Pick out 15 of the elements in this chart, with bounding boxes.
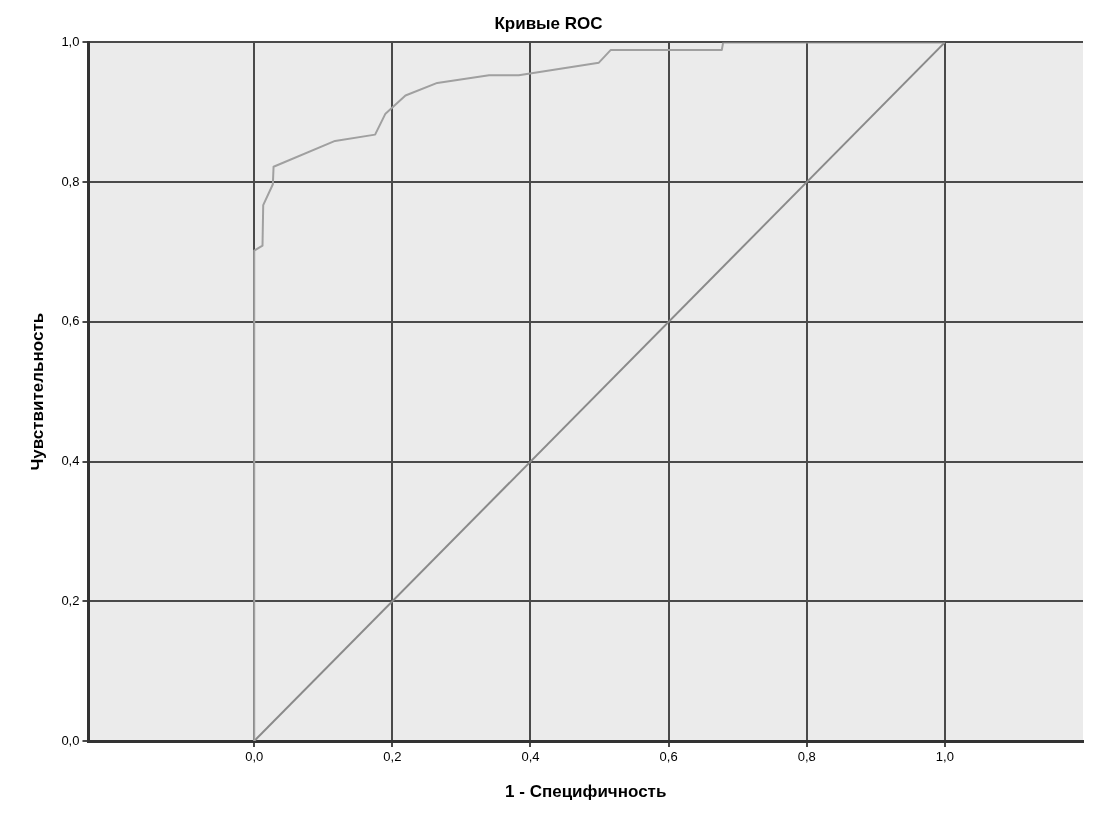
x-axis-title: 1 - Специфичность — [505, 782, 667, 802]
x-tick-label: 0,2 — [383, 749, 402, 765]
y-tick-label: 0,0 — [61, 732, 80, 748]
x-tick-label: 0,6 — [659, 749, 678, 765]
y-tick-label: 0,4 — [61, 453, 80, 469]
y-axis-title: Чувствительность — [27, 312, 47, 471]
chart-title: Кривые ROC — [494, 13, 603, 33]
x-tick-label: 0,4 — [521, 749, 540, 765]
y-tick-label: 1,0 — [61, 33, 80, 49]
x-tick-label: 0,0 — [245, 749, 264, 765]
x-tick-label: 0,8 — [797, 749, 816, 765]
x-tick-label: 1,0 — [935, 749, 954, 765]
y-tick-label: 0,8 — [61, 173, 80, 189]
y-tick-label: 0,2 — [61, 592, 80, 608]
y-tick-label: 0,6 — [61, 313, 80, 329]
